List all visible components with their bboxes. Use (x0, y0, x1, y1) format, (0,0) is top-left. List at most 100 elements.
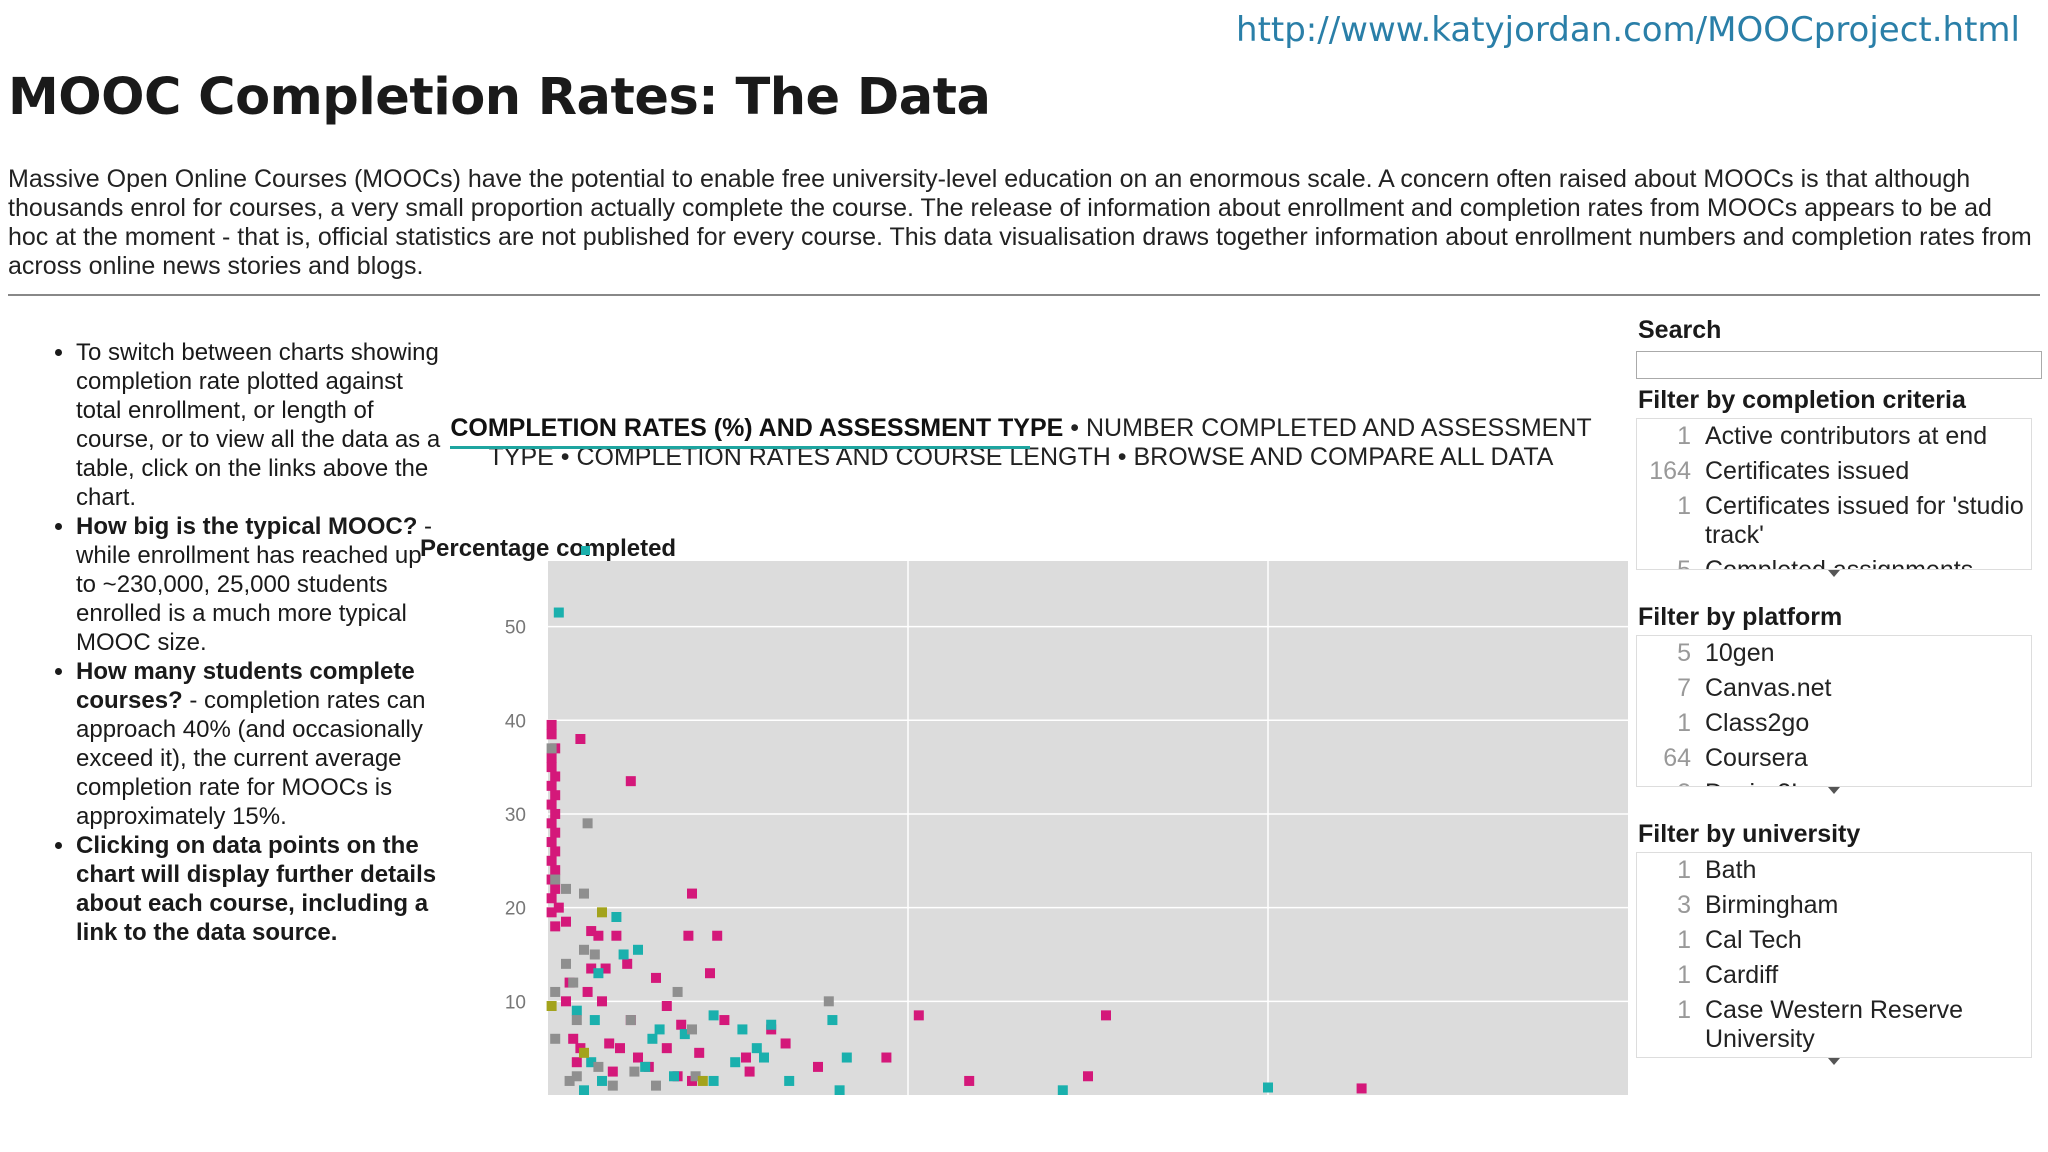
source-url[interactable]: http://www.katyjordan.com/MOOCproject.ht… (1236, 10, 2020, 50)
data-point[interactable] (687, 888, 697, 899)
data-point[interactable] (600, 963, 611, 974)
data-point[interactable] (586, 1057, 597, 1068)
data-point[interactable] (964, 1075, 975, 1086)
data-point[interactable] (607, 1080, 618, 1091)
data-point[interactable] (582, 818, 593, 829)
data-point[interactable] (708, 1010, 719, 1021)
platform-list[interactable]: 5 10gen 7 Canvas.net 1 Class2go 64 Coursera … (1636, 635, 2032, 787)
data-point[interactable] (561, 996, 571, 1007)
data-point[interactable] (654, 1024, 665, 1035)
data-point[interactable] (593, 1061, 604, 1072)
data-point[interactable] (546, 818, 557, 829)
data-point[interactable] (607, 1066, 618, 1077)
filter-item[interactable]: 1 Active contributors at end (1677, 422, 1988, 450)
data-point[interactable] (629, 1066, 640, 1077)
data-point[interactable] (640, 1061, 651, 1072)
data-point[interactable] (604, 1038, 615, 1049)
data-point[interactable] (571, 1071, 582, 1082)
data-point[interactable] (546, 893, 557, 904)
filter-item[interactable]: 2Desire2Learn (1637, 776, 2031, 786)
data-point[interactable] (881, 1052, 892, 1063)
tab-number-completed[interactable]: NUMBER COMPLETED AND ASSESSMENT TYPE (488, 414, 1592, 471)
data-point[interactable] (834, 1085, 845, 1095)
data-point[interactable] (550, 986, 561, 997)
filter-item[interactable]: 1 Cardiff (1677, 961, 1779, 989)
data-point[interactable] (625, 1015, 636, 1026)
data-point[interactable] (579, 888, 589, 899)
data-point[interactable] (546, 799, 557, 810)
data-point[interactable] (1263, 1082, 1273, 1093)
data-point[interactable] (672, 986, 683, 997)
data-point[interactable] (683, 930, 694, 941)
data-point[interactable] (593, 930, 604, 941)
data-point[interactable] (586, 963, 597, 974)
data-point[interactable] (712, 930, 723, 941)
data-point[interactable] (561, 883, 571, 894)
data-point[interactable] (687, 1024, 697, 1035)
data-point[interactable] (546, 1001, 557, 1011)
data-point[interactable] (615, 1043, 625, 1054)
filter-item[interactable]: 5 10gen (1677, 639, 1775, 667)
data-point[interactable] (550, 771, 561, 782)
data-point[interactable] (575, 734, 586, 744)
data-point[interactable] (625, 776, 636, 787)
data-point[interactable] (550, 883, 561, 894)
data-point[interactable] (550, 808, 561, 819)
data-point[interactable] (546, 780, 557, 791)
data-point[interactable] (751, 1043, 762, 1054)
data-point[interactable] (571, 1015, 582, 1026)
data-point[interactable] (661, 1043, 672, 1054)
data-point[interactable] (823, 996, 834, 1007)
scroll-down-icon[interactable] (1828, 787, 1840, 794)
data-point[interactable] (593, 968, 604, 979)
data-point[interactable] (661, 1001, 672, 1011)
data-point[interactable] (676, 1019, 687, 1030)
data-point[interactable] (553, 902, 564, 913)
university-list[interactable]: 1 Bath 3 Birmingham 1 Cal Tech 1 Cardiff 1 Ca… (1636, 852, 2032, 1058)
data-point[interactable] (705, 968, 715, 979)
data-point[interactable] (568, 1033, 579, 1044)
data-point[interactable] (618, 949, 629, 960)
data-point[interactable] (597, 1075, 607, 1086)
scroll-down-icon[interactable] (1828, 570, 1840, 577)
data-point[interactable] (550, 790, 561, 801)
data-point[interactable] (633, 1052, 643, 1063)
tab-browse-all[interactable]: BROWSE AND COMPARE ALL DATA (1133, 443, 1554, 471)
data-point[interactable] (827, 1015, 838, 1026)
filter-item[interactable]: 1 Class2go (1677, 709, 1810, 737)
data-point[interactable] (719, 1015, 730, 1026)
data-point[interactable] (579, 1085, 589, 1095)
data-point[interactable] (550, 1033, 561, 1044)
data-point[interactable] (546, 762, 557, 773)
data-point[interactable] (546, 752, 557, 763)
data-point[interactable] (622, 958, 633, 969)
data-point[interactable] (550, 827, 561, 838)
data-point[interactable] (564, 1075, 575, 1086)
data-point[interactable] (780, 1038, 791, 1049)
data-point[interactable] (813, 1061, 823, 1072)
data-point[interactable] (561, 958, 571, 969)
filter-item[interactable]: 1 Cal Tech (1677, 926, 1802, 954)
data-point[interactable] (579, 1047, 589, 1058)
filter-item[interactable]: 3 Birmingham (1677, 891, 1839, 919)
data-point[interactable] (913, 1010, 924, 1021)
data-point[interactable] (568, 977, 579, 988)
search-input[interactable] (1636, 351, 2042, 379)
data-point[interactable] (1057, 1085, 1068, 1095)
data-point[interactable] (586, 926, 597, 937)
data-point[interactable] (546, 837, 557, 848)
data-point[interactable] (561, 916, 571, 927)
data-point[interactable] (1356, 1083, 1367, 1094)
data-point[interactable] (651, 1080, 661, 1091)
data-point[interactable] (579, 944, 589, 955)
data-point[interactable] (611, 930, 622, 941)
filter-item[interactable]: 164 Certificates issued (1649, 457, 1910, 485)
data-point[interactable] (784, 1075, 795, 1086)
data-point[interactable] (741, 1052, 751, 1063)
data-point[interactable] (597, 907, 607, 918)
data-point[interactable] (589, 1015, 600, 1026)
data-point[interactable] (730, 1057, 741, 1068)
data-point[interactable] (546, 719, 557, 730)
filter-item[interactable]: 7 Canvas.net (1677, 674, 1832, 702)
data-point[interactable] (553, 607, 564, 618)
